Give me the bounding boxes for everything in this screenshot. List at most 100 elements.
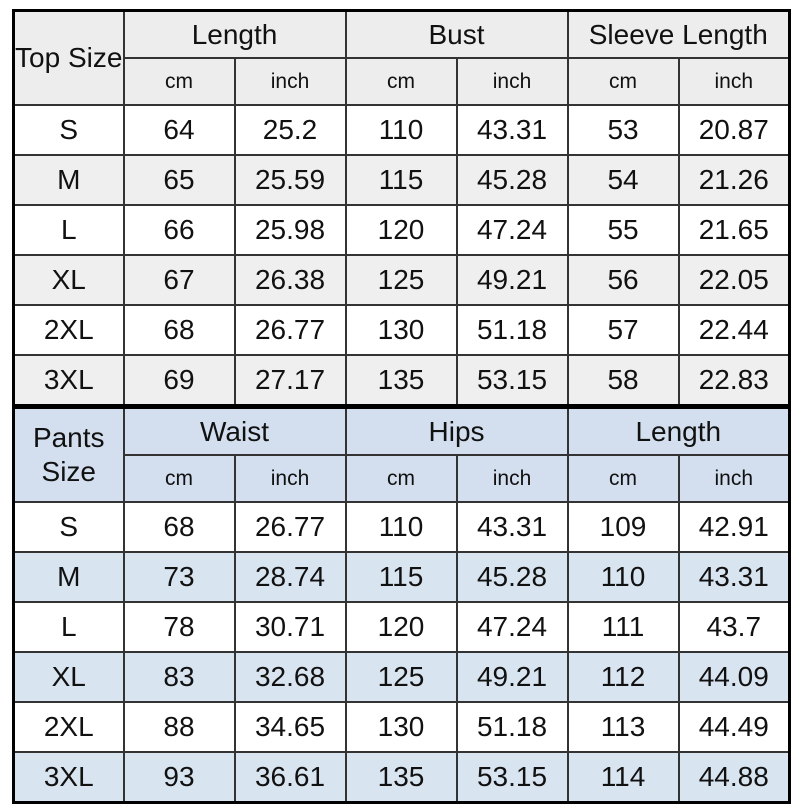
value-cell: 43.31 [455, 104, 569, 156]
value-cell: 27.17 [233, 354, 347, 408]
value-cell: 109 [566, 501, 680, 553]
table-row: 2XL 88 34.65 130 51.18 113 44.49 [12, 701, 791, 753]
size-cell: L [12, 204, 125, 256]
value-cell: 49.21 [455, 651, 569, 703]
value-cell: 22.44 [677, 304, 791, 356]
value-cell: 130 [344, 701, 458, 753]
value-cell: 44.88 [677, 751, 791, 804]
value-cell: 51.18 [455, 304, 569, 356]
size-table: Top Size Length Bust Sleeve Length cm in… [12, 9, 792, 804]
pants-size-section: Pants Size Waist Hips Length cm inch cm … [12, 404, 791, 804]
value-cell: 30.71 [233, 601, 347, 653]
value-cell: 110 [344, 104, 458, 156]
value-cell: 69 [122, 354, 236, 408]
value-cell: 34.65 [233, 701, 347, 753]
table-row: 3XL 69 27.17 135 53.15 58 22.83 [12, 354, 791, 408]
unit-header: cm [566, 454, 680, 503]
value-cell: 54 [566, 154, 680, 206]
size-column-header: Pants Size [12, 404, 125, 503]
value-cell: 73 [122, 551, 236, 603]
value-cell: 28.74 [233, 551, 347, 603]
value-cell: 25.2 [233, 104, 347, 156]
unit-header: inch [677, 454, 791, 503]
group-header-length: Length [566, 404, 791, 456]
group-header-length: Length [122, 9, 347, 59]
size-cell: L [12, 601, 125, 653]
value-cell: 120 [344, 601, 458, 653]
unit-header: cm [566, 57, 680, 106]
table-row: M 65 25.59 115 45.28 54 21.26 [12, 154, 791, 206]
value-cell: 125 [344, 651, 458, 703]
size-cell: 3XL [12, 354, 125, 408]
table-row: 2XL 68 26.77 130 51.18 57 22.44 [12, 304, 791, 356]
value-cell: 20.87 [677, 104, 791, 156]
size-cell: 2XL [12, 701, 125, 753]
value-cell: 93 [122, 751, 236, 804]
value-cell: 58 [566, 354, 680, 408]
value-cell: 26.77 [233, 304, 347, 356]
value-cell: 32.68 [233, 651, 347, 703]
value-cell: 42.91 [677, 501, 791, 553]
value-cell: 66 [122, 204, 236, 256]
value-cell: 53.15 [455, 751, 569, 804]
value-cell: 45.28 [455, 154, 569, 206]
unit-header: inch [677, 57, 791, 106]
value-cell: 22.83 [677, 354, 791, 408]
value-cell: 47.24 [455, 601, 569, 653]
value-cell: 135 [344, 751, 458, 804]
value-cell: 112 [566, 651, 680, 703]
size-cell: 3XL [12, 751, 125, 804]
value-cell: 53 [566, 104, 680, 156]
top-size-section: Top Size Length Bust Sleeve Length cm in… [12, 9, 791, 408]
value-cell: 110 [344, 501, 458, 553]
value-cell: 110 [566, 551, 680, 603]
table-row: 3XL 93 36.61 135 53.15 114 44.88 [12, 751, 791, 804]
unit-header: inch [455, 454, 569, 503]
value-cell: 56 [566, 254, 680, 306]
group-header-bust: Bust [344, 9, 569, 59]
table-row: S 64 25.2 110 43.31 53 20.87 [12, 104, 791, 156]
table-row: XL 67 26.38 125 49.21 56 22.05 [12, 254, 791, 306]
unit-header: inch [233, 57, 347, 106]
value-cell: 120 [344, 204, 458, 256]
value-cell: 83 [122, 651, 236, 703]
size-cell: M [12, 154, 125, 206]
unit-header: cm [122, 57, 236, 106]
value-cell: 115 [344, 154, 458, 206]
table-row: XL 83 32.68 125 49.21 112 44.09 [12, 651, 791, 703]
size-cell: S [12, 501, 125, 553]
value-cell: 45.28 [455, 551, 569, 603]
unit-header: inch [455, 57, 569, 106]
value-cell: 88 [122, 701, 236, 753]
value-cell: 25.98 [233, 204, 347, 256]
size-cell: S [12, 104, 125, 156]
value-cell: 21.26 [677, 154, 791, 206]
unit-header-row: cm inch cm inch cm inch [14, 57, 791, 106]
value-cell: 43.7 [677, 601, 791, 653]
value-cell: 130 [344, 304, 458, 356]
value-cell: 115 [344, 551, 458, 603]
value-cell: 51.18 [455, 701, 569, 753]
table-row: L 66 25.98 120 47.24 55 21.65 [12, 204, 791, 256]
value-cell: 53.15 [455, 354, 569, 408]
value-cell: 64 [122, 104, 236, 156]
size-column-header: Top Size [12, 9, 125, 106]
value-cell: 67 [122, 254, 236, 306]
group-header-waist: Waist [122, 404, 347, 456]
value-cell: 25.59 [233, 154, 347, 206]
value-cell: 49.21 [455, 254, 569, 306]
group-header-hips: Hips [344, 404, 569, 456]
size-cell: M [12, 551, 125, 603]
value-cell: 68 [122, 501, 236, 553]
group-header-sleeve-length: Sleeve Length [566, 9, 791, 59]
header-row: Top Size Length Bust Sleeve Length [12, 9, 791, 106]
size-cell: XL [12, 651, 125, 703]
value-cell: 55 [566, 204, 680, 256]
size-cell: 2XL [12, 304, 125, 356]
value-cell: 65 [122, 154, 236, 206]
value-cell: 44.49 [677, 701, 791, 753]
value-cell: 114 [566, 751, 680, 804]
value-cell: 111 [566, 601, 680, 653]
value-cell: 113 [566, 701, 680, 753]
